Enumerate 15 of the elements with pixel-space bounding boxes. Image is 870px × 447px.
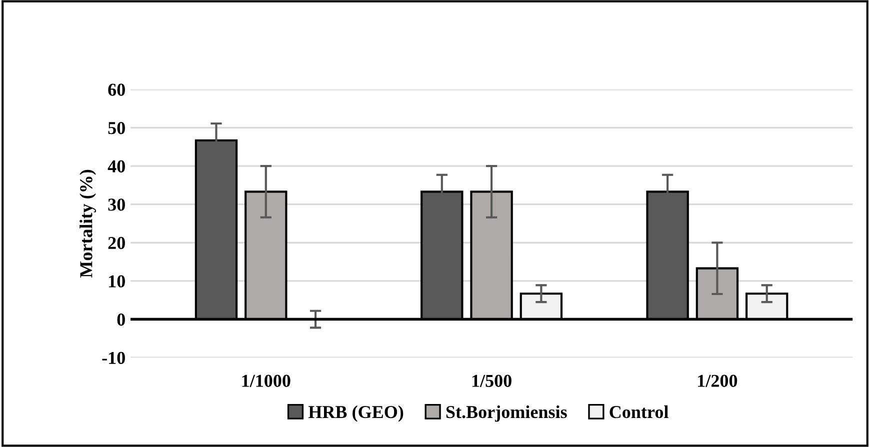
y-tick-label: 20: [108, 236, 125, 250]
legend-label: HRB (GEO): [308, 405, 404, 422]
y-tick-label: 10: [109, 275, 125, 288]
y-tick-label: 30: [108, 198, 125, 211]
x-tick-label: 1/500: [472, 374, 512, 387]
y-tick-label: 40: [108, 160, 125, 172]
legend-label: Control: [610, 405, 668, 418]
legend-label: St.Borjomiensis: [446, 405, 567, 422]
x-tick-label: 1/1000: [242, 374, 290, 387]
y-tick-label: -10: [102, 352, 125, 364]
x-tick-label: 1/200: [698, 374, 738, 387]
y-tick-label: 50: [108, 122, 125, 134]
y-tick-label: 0: [117, 314, 125, 326]
y-tick-label: 60: [108, 84, 125, 96]
y-axis-title: Mortality (%): [80, 170, 96, 278]
